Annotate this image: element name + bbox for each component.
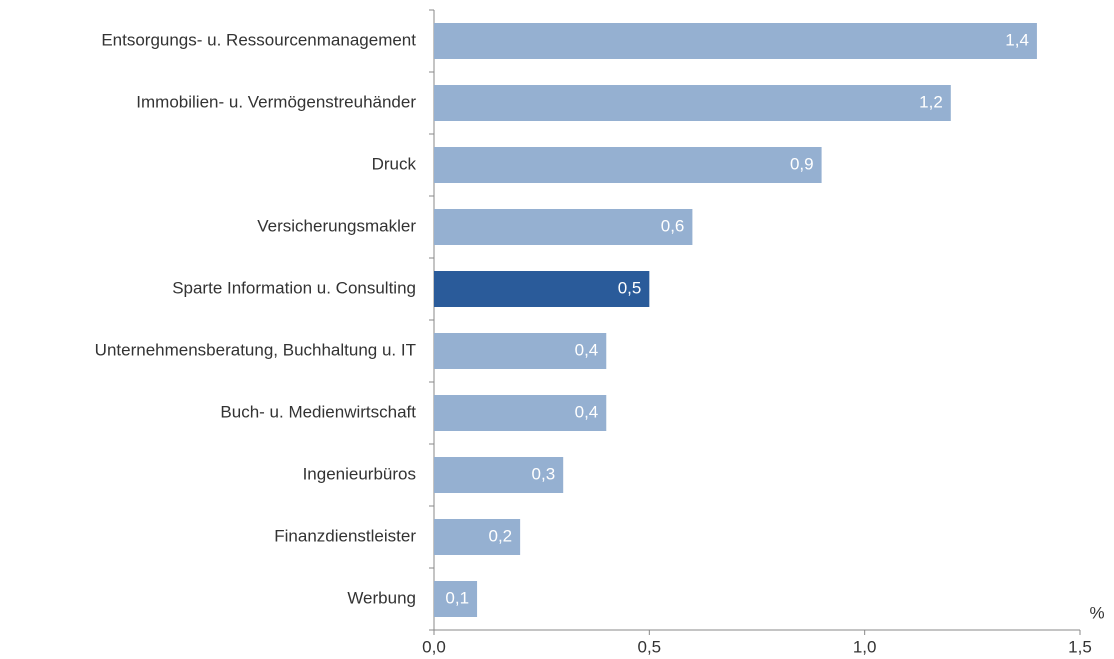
y-tick-label: Unternehmensberatung, Buchhaltung u. IT xyxy=(95,340,416,359)
x-tick-label: 0,5 xyxy=(638,637,662,656)
value-label: 0,9 xyxy=(790,154,814,173)
y-tick-label: Entsorgungs- u. Ressourcenmanagement xyxy=(101,30,416,49)
value-label: 0,4 xyxy=(575,340,599,359)
x-tick-label: 1,5 xyxy=(1068,637,1092,656)
value-label: 0,5 xyxy=(618,278,642,297)
y-tick-label: Buch- u. Medienwirtschaft xyxy=(220,402,416,421)
y-tick-label: Finanzdienstleister xyxy=(274,526,416,545)
y-tick-label: Immobilien- u. Vermögenstreuhänder xyxy=(136,92,416,111)
y-tick-label: Werbung xyxy=(347,588,416,607)
bar xyxy=(434,333,607,369)
y-tick-label: Druck xyxy=(372,154,417,173)
bar xyxy=(434,581,478,617)
x-tick-label: 0,0 xyxy=(422,637,446,656)
bar xyxy=(434,271,650,307)
value-label: 0,6 xyxy=(661,216,685,235)
bar xyxy=(434,147,822,183)
y-tick-label: Sparte Information u. Consulting xyxy=(172,278,416,297)
x-tick-label: 1,0 xyxy=(853,637,877,656)
value-label: 0,1 xyxy=(445,588,469,607)
bar xyxy=(434,23,1037,59)
x-axis-label: % xyxy=(1089,603,1104,622)
bar xyxy=(434,457,564,493)
bar xyxy=(434,395,607,431)
value-label: 0,2 xyxy=(488,526,512,545)
y-tick-label: Versicherungsmakler xyxy=(257,216,416,235)
value-label: 1,4 xyxy=(1005,30,1029,49)
bar xyxy=(434,85,951,121)
value-label: 0,4 xyxy=(575,402,599,421)
value-label: 0,3 xyxy=(532,464,556,483)
y-tick-label: Ingenieurbüros xyxy=(303,464,416,483)
bar xyxy=(434,209,693,245)
value-label: 1,2 xyxy=(919,92,943,111)
bar xyxy=(434,519,521,555)
